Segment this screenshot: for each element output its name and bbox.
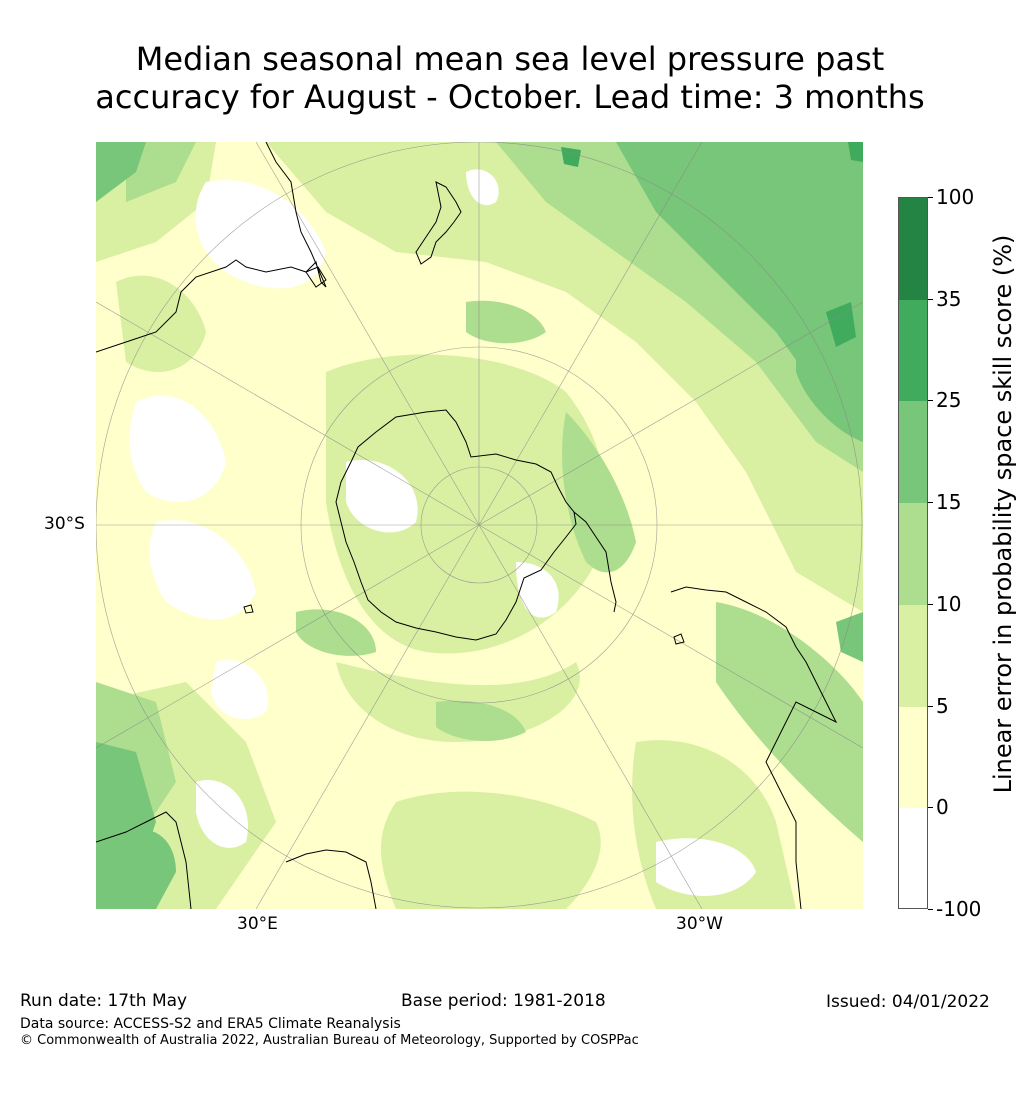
colorbar-tick-mark xyxy=(928,298,933,300)
run-date: Run date: 17th May xyxy=(20,991,188,1011)
colorbar-tick-mark xyxy=(928,502,933,504)
copyright: © Commonwealth of Australia 2022, Austra… xyxy=(20,1033,639,1048)
australia-coastline xyxy=(96,142,327,353)
title-line-1: Median seasonal mean sea level pressure … xyxy=(135,40,885,78)
colorbar-tick-label: 100 xyxy=(936,185,975,209)
colorbar-tick-mark xyxy=(928,705,933,707)
antarctic-peninsula-coastline xyxy=(573,511,617,613)
colorbar-bin xyxy=(899,604,927,707)
colorbar-tick-mark xyxy=(928,400,933,402)
africa-coastline xyxy=(96,811,192,909)
coastlines xyxy=(96,142,838,909)
colorbar-tick-label: 10 xyxy=(936,591,962,616)
chart-title: Median seasonal mean sea level pressure … xyxy=(0,40,1020,116)
skill-layer-25-35 xyxy=(561,142,863,347)
lon-label-30w: 30°W xyxy=(676,914,723,934)
colorbar-title: Linear error in probability space skill … xyxy=(989,234,1017,794)
colorbar-tick-label: 25 xyxy=(936,388,962,413)
colorbar-tick-label: -100 xyxy=(936,897,982,921)
skill-layer-15-25 xyxy=(96,142,863,909)
lat-label-30s: 30°S xyxy=(44,514,85,534)
colorbar-bin xyxy=(899,808,927,908)
colorbar-bin xyxy=(899,401,927,504)
colorbar-tick-label: 5 xyxy=(936,693,949,718)
antarctica-coastline xyxy=(335,409,577,641)
issued-date: Issued: 04/01/2022 xyxy=(826,992,990,1012)
base-period: Base period: 1981-2018 xyxy=(401,991,606,1011)
map-panel xyxy=(96,142,863,909)
colorbar-tick-label: 0 xyxy=(936,795,949,820)
colorbar-tick-mark xyxy=(928,807,933,809)
data-source: Data source: ACCESS-S2 and ERA5 Climate … xyxy=(20,1016,401,1032)
colorbar-tick-mark xyxy=(928,603,933,605)
tasmania-coastline xyxy=(305,266,327,288)
colorbar-bin xyxy=(899,503,927,605)
south-america-coastline xyxy=(670,586,838,909)
kerguelen-coastline xyxy=(243,604,254,614)
colorbar-bin xyxy=(899,706,927,809)
colorbar-tick-mark xyxy=(928,909,933,910)
colorbar-bin xyxy=(899,198,927,300)
new-zealand-coastline xyxy=(415,181,462,265)
colorbar xyxy=(898,197,928,909)
colorbar-bin xyxy=(899,299,927,402)
skill-map xyxy=(96,142,863,909)
lon-label-30e: 30°E xyxy=(237,914,278,934)
falklands-coastline xyxy=(673,633,685,645)
title-line-2: accuracy for August - October. Lead time… xyxy=(95,78,925,116)
skill-layer-neg100-0 xyxy=(129,169,756,896)
africa-south-coastline xyxy=(285,849,377,909)
colorbar-tick-label: 35 xyxy=(936,286,962,311)
colorbar-tick-mark xyxy=(928,197,933,198)
graticule xyxy=(96,142,863,909)
colorbar-tick-label: 15 xyxy=(936,490,962,515)
